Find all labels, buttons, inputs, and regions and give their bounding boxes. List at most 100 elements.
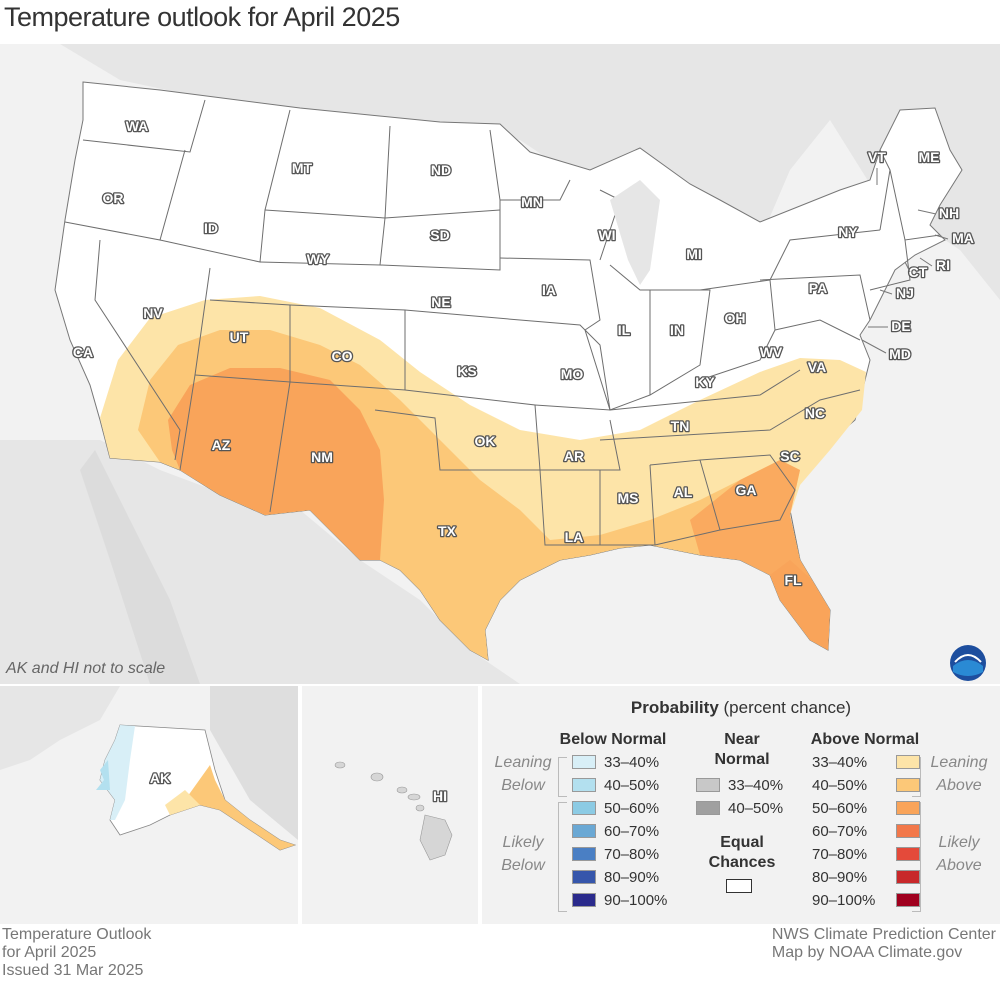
equal-chances-swatch (726, 879, 752, 893)
state-label-mo: MO (561, 366, 584, 382)
below-normal-legend-row: 90–100% (572, 892, 682, 910)
state-label-mi: MI (686, 246, 702, 262)
equal-chances-label: Equal Chances (708, 834, 776, 871)
page-title: Temperature outlook for April 2025 (4, 2, 400, 32)
near-normal-legend-row: 33–40% (696, 777, 806, 795)
near-normal-legend-row: 40–50% (696, 800, 806, 818)
above-normal-swatch (896, 847, 920, 861)
legend-title: Probability (percent chance) (630, 698, 852, 717)
state-label-ok: OK (475, 433, 496, 449)
above-normal-swatch (896, 893, 920, 907)
below-normal-swatch (572, 870, 596, 884)
state-label-ks: KS (457, 363, 476, 379)
state-label-pa: PA (809, 280, 827, 296)
below-normal-range-label: 60–70% (604, 823, 660, 840)
below-normal-swatch (572, 847, 596, 861)
leaning-below-label: Leaning Below (494, 754, 552, 794)
below-normal-range-label: 40–50% (604, 777, 660, 794)
state-label-or: OR (103, 190, 124, 206)
above-normal-swatch (896, 755, 920, 769)
state-label-ct: CT (909, 264, 928, 280)
above-normal-swatch (896, 870, 920, 884)
above-normal-legend-row: 60–70% (812, 823, 922, 841)
probability-legend: Probability (percent chance) Below Norma… (482, 686, 1000, 924)
above-normal-range-label: 50–60% (812, 800, 868, 817)
above-normal-legend-row: 90–100% (812, 892, 922, 910)
noaa-logo-icon (950, 645, 986, 681)
below-normal-range-label: 50–60% (604, 800, 660, 817)
state-label-al: AL (674, 484, 693, 500)
below-normal-header: Below Normal (559, 731, 667, 748)
above-normal-legend-row: 40–50% (812, 777, 922, 795)
hawaii-map: HI (302, 686, 478, 924)
below-normal-range-label: 70–80% (604, 846, 660, 863)
near-normal-range-label: 33–40% (728, 777, 784, 794)
state-label-ri: RI (936, 257, 950, 273)
state-label-nd: ND (431, 162, 451, 178)
state-label-va: VA (808, 359, 826, 375)
state-label-nc: NC (805, 405, 825, 421)
state-label-ia: IA (542, 282, 556, 298)
state-label-wv: WV (760, 344, 783, 360)
alaska-map: AK (0, 686, 298, 924)
conus-map: WA OR CA ID NV MT WY UT AZ CO NM ND SD N… (0, 44, 1000, 684)
state-label-tn: TN (671, 418, 690, 434)
above-normal-header: Above Normal (810, 731, 920, 748)
above-normal-swatch (896, 824, 920, 838)
above-normal-range-label: 60–70% (812, 823, 868, 840)
above-normal-swatch (896, 801, 920, 815)
likely-above-label: Likely Above (936, 834, 982, 874)
state-label-oh: OH (725, 310, 746, 326)
footer-left: Temperature Outlook for April 2025 Issue… (2, 926, 151, 980)
above-normal-range-label: 70–80% (812, 846, 868, 863)
above-normal-legend-row: 33–40% (812, 754, 922, 772)
state-label-md: MD (889, 346, 911, 362)
near-normal-range-label: 40–50% (728, 800, 784, 817)
below-normal-legend-row: 40–50% (572, 777, 682, 795)
state-label-sc: SC (780, 448, 799, 464)
footer-source: NWS Climate Prediction Center (771, 926, 996, 943)
below-normal-swatch (572, 778, 596, 792)
state-label-nh: NH (939, 205, 959, 221)
state-label-ne: NE (431, 294, 450, 310)
state-label-az: AZ (212, 437, 231, 453)
state-label-ak: AK (150, 770, 170, 786)
state-label-ut: UT (230, 329, 249, 345)
above-normal-range-label: 90–100% (812, 892, 876, 909)
state-label-ar: AR (564, 448, 584, 464)
state-label-me: ME (919, 149, 940, 165)
footer-credit: Map by NOAA Climate.gov (771, 944, 963, 961)
state-label-nj: NJ (896, 285, 914, 301)
state-label-ma: MA (952, 230, 974, 246)
state-label-co: CO (332, 348, 353, 364)
near-normal-swatch (696, 778, 720, 792)
state-label-nm: NM (311, 449, 333, 465)
state-label-id: ID (204, 220, 218, 236)
above-normal-legend-row: 50–60% (812, 800, 922, 818)
state-label-la: LA (565, 529, 584, 545)
state-label-mt: MT (292, 160, 313, 176)
footer-issued: Issued 31 Mar 2025 (2, 962, 144, 979)
state-label-mn: MN (521, 194, 543, 210)
above-normal-legend-row: 80–90% (812, 869, 922, 887)
above-normal-range-label: 40–50% (812, 777, 868, 794)
state-label-ny: NY (838, 224, 858, 240)
below-normal-range-label: 33–40% (604, 754, 660, 771)
state-label-il: IL (618, 322, 631, 338)
state-label-wa: WA (126, 118, 149, 134)
near-normal-swatch (696, 801, 720, 815)
below-normal-swatch (572, 755, 596, 769)
below-normal-range-label: 90–100% (604, 892, 668, 909)
state-label-ga: GA (736, 482, 757, 498)
below-normal-swatch (572, 824, 596, 838)
above-normal-legend-row: 70–80% (812, 846, 922, 864)
state-label-ms: MS (618, 490, 639, 506)
below-normal-legend-row: 60–70% (572, 823, 682, 841)
state-label-fl: FL (784, 572, 802, 588)
below-normal-swatch (572, 801, 596, 815)
state-label-nv: NV (143, 305, 163, 321)
state-label-wi: WI (598, 227, 615, 243)
state-label-de: DE (891, 318, 910, 334)
footer-period: for April 2025 (2, 944, 97, 961)
near-normal-header: Near Normal (714, 731, 770, 768)
